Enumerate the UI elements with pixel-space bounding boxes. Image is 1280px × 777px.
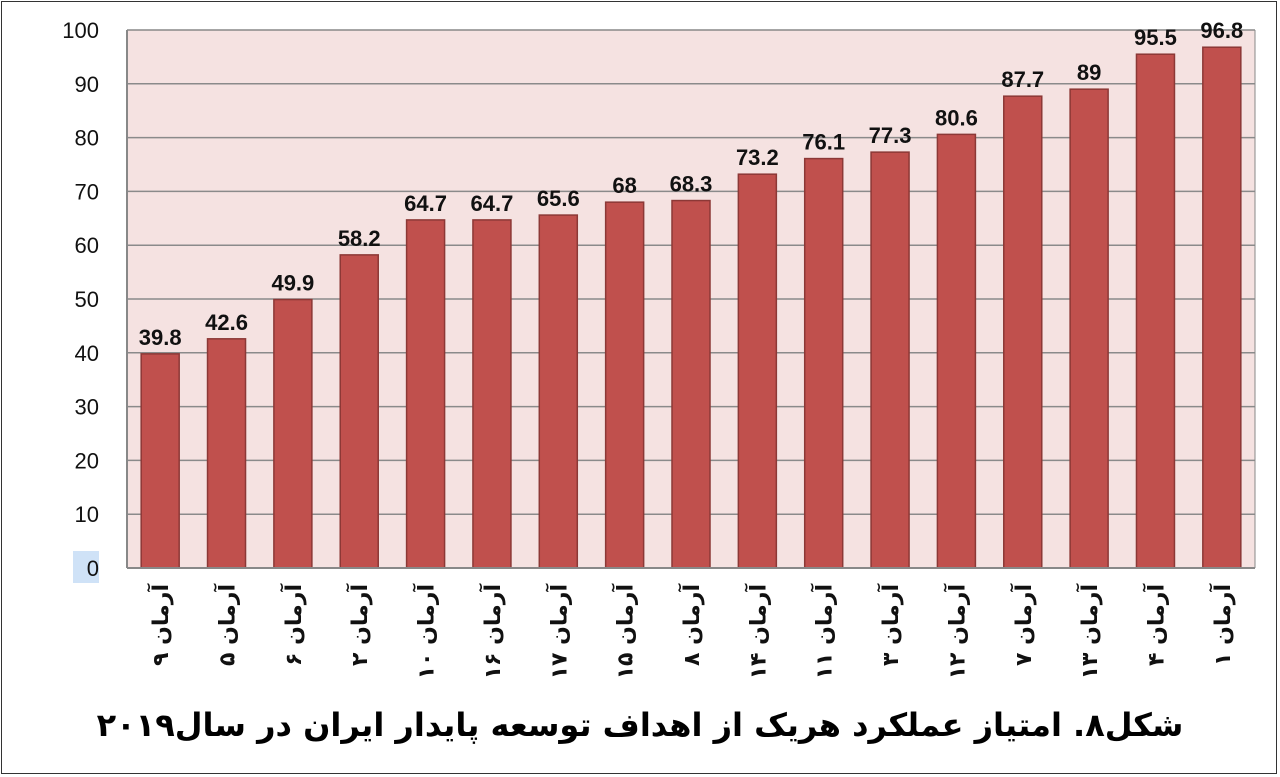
bar (1003, 95, 1043, 569)
data-label: 58.2 (338, 226, 381, 251)
data-label: 87.7 (1001, 67, 1044, 92)
data-label: 49.9 (271, 271, 314, 296)
x-tick-label: آرمان ۹ (146, 584, 174, 666)
bar (671, 199, 711, 569)
x-tick-label: آرمان ۷ (1009, 584, 1037, 666)
x-tick-label: آرمان ۱۴ (743, 584, 771, 680)
x-tick-label: آرمان ۴ (1141, 584, 1169, 666)
x-tick-label: آرمان ۱۶ (478, 584, 506, 680)
chart-title: شکل۸. امتیاز عملکرد هریک از اهداف توسعه … (96, 706, 1184, 744)
data-label: 42.6 (205, 310, 248, 335)
x-tick-label: آرمان ۱ (1208, 584, 1236, 666)
data-label: 68 (612, 173, 636, 198)
x-tick-label: آرمان ۸ (677, 584, 705, 666)
y-tick-label: 10 (75, 502, 99, 527)
bar (1202, 46, 1242, 569)
x-tick-label: آرمان ۱۱ (810, 584, 838, 680)
bar (472, 219, 512, 569)
data-label: 95.5 (1134, 25, 1177, 50)
data-label: 64.7 (404, 191, 447, 216)
bar (273, 298, 313, 569)
data-label: 96.8 (1200, 18, 1243, 43)
x-tick-label: آرمان ۳ (876, 584, 904, 666)
x-tick-label: آرمان ۱۵ (611, 584, 639, 680)
bar (206, 338, 247, 569)
bar (803, 157, 844, 569)
bar (1135, 53, 1176, 569)
y-tick-label: 40 (75, 341, 99, 366)
x-tick-label: آرمان ۱۷ (544, 584, 572, 680)
x-tick-label: آرمان ۱۰ (412, 584, 440, 680)
bar (1069, 88, 1109, 569)
y-tick-label: 30 (75, 395, 99, 420)
bar (870, 151, 910, 569)
y-tick-label: 90 (75, 72, 99, 97)
y-zero-highlight (73, 551, 99, 583)
data-label: 68.3 (670, 172, 713, 197)
bar (936, 133, 977, 569)
y-tick-label: 100 (62, 18, 99, 43)
x-tick-label: آرمان ۱۲ (942, 584, 970, 680)
x-tick-label: آرمان ۶ (279, 584, 307, 666)
bar (538, 214, 579, 569)
y-tick-label: 50 (75, 287, 99, 312)
y-tick-label: 60 (75, 233, 99, 258)
bar (405, 219, 446, 569)
data-label: 77.3 (869, 123, 912, 148)
y-tick-label: 0 (87, 556, 99, 581)
bar (339, 254, 379, 569)
data-label: 39.8 (139, 325, 182, 350)
data-label: 80.6 (935, 105, 978, 130)
data-label: 64.7 (471, 191, 514, 216)
data-label: 65.6 (537, 186, 580, 211)
x-tick-label: آرمان ۱۳ (1075, 584, 1103, 680)
data-label: 73.2 (736, 145, 779, 170)
x-tick-label: آرمان ۲ (345, 584, 373, 666)
bar (140, 353, 180, 569)
data-label: 76.1 (802, 130, 845, 155)
data-label: 89 (1077, 60, 1101, 85)
x-tick-label: آرمان ۵ (213, 584, 241, 666)
bar (604, 201, 645, 569)
y-tick-label: 80 (75, 126, 99, 151)
bar (737, 173, 778, 569)
y-tick-label: 20 (75, 448, 99, 473)
y-tick-label: 70 (75, 179, 99, 204)
